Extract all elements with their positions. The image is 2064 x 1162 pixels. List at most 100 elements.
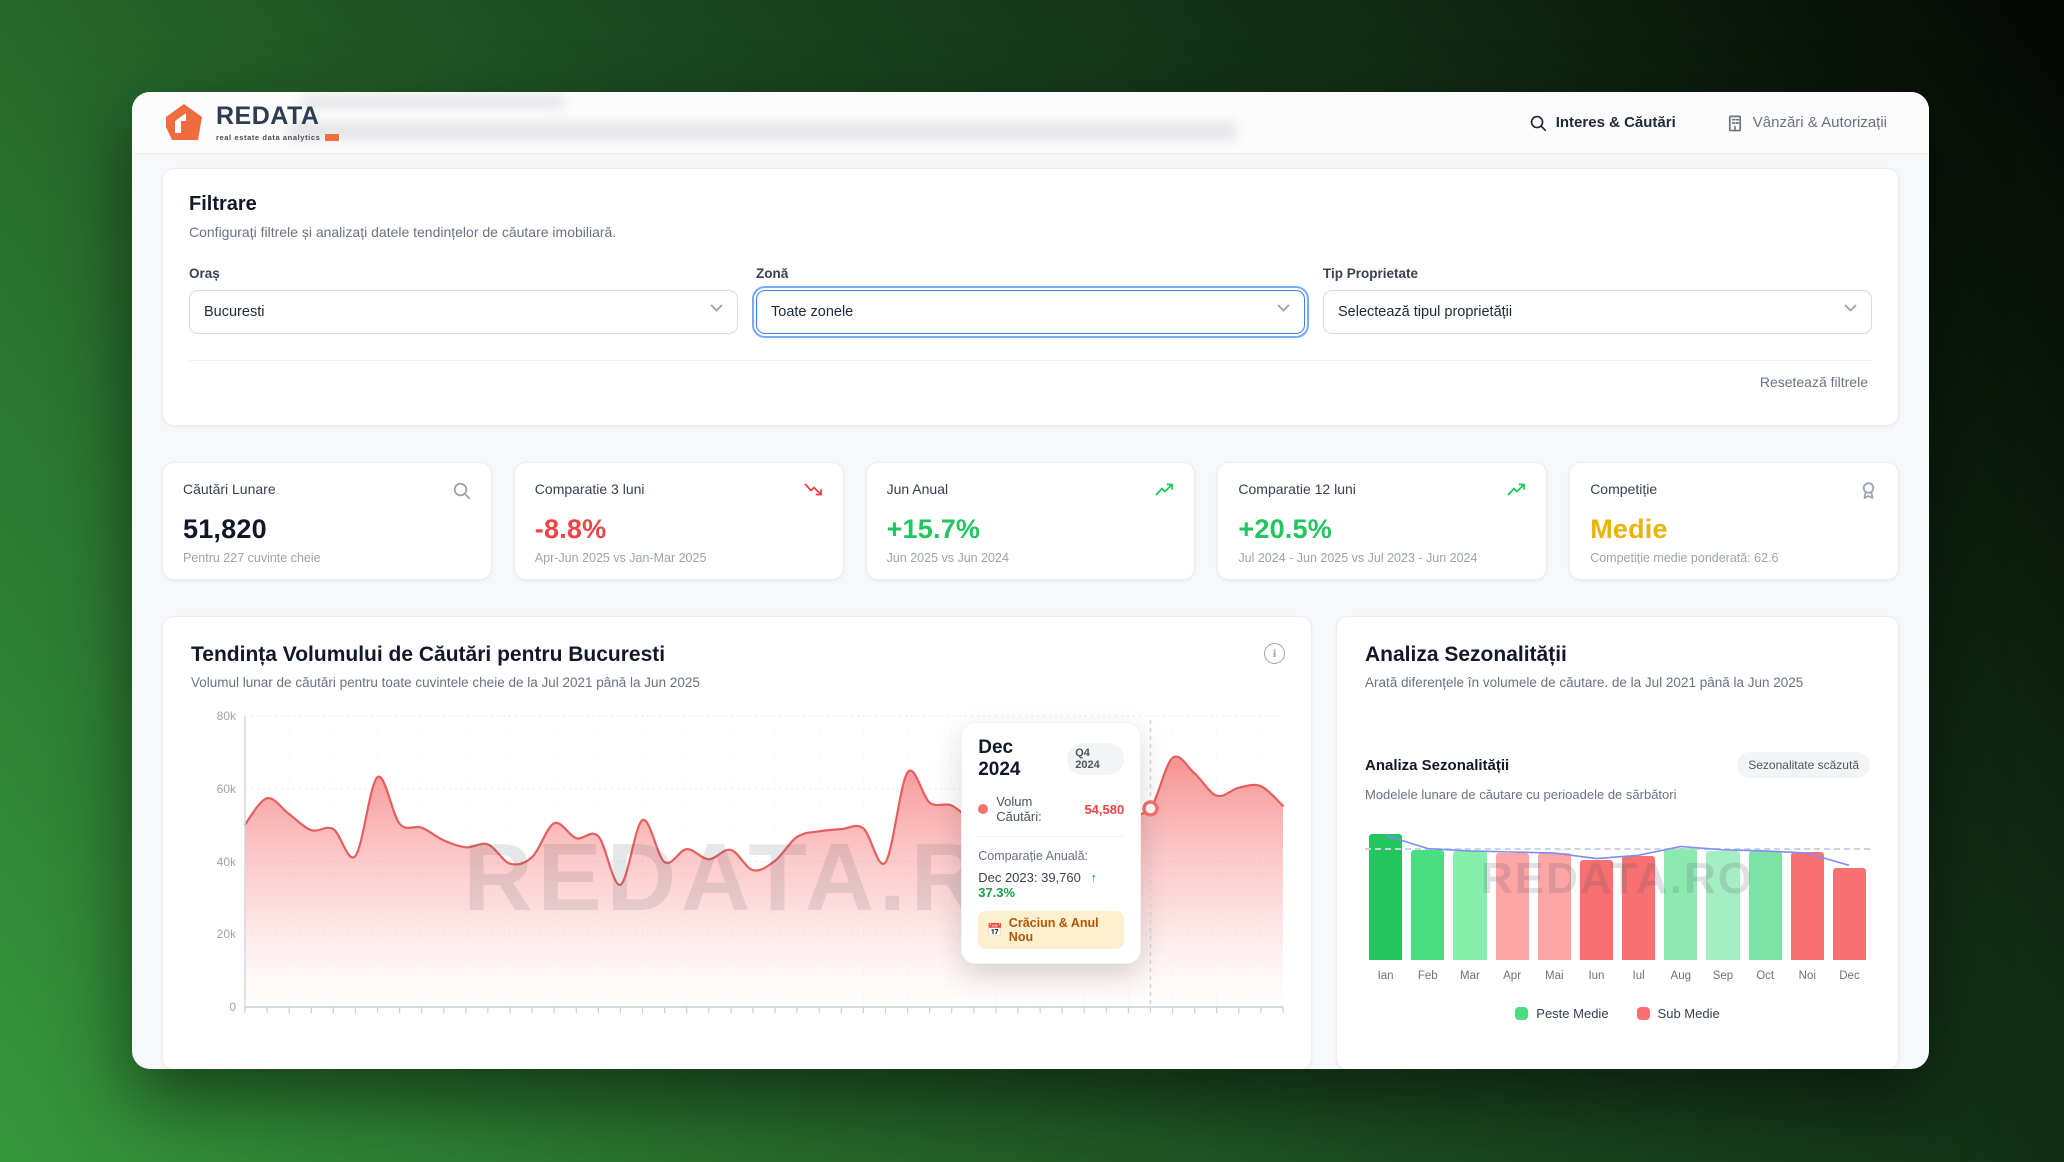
calendar-icon: 📅 (987, 922, 1003, 937)
charts-row: Tendința Volumului de Căutări pentru Buc… (162, 616, 1899, 1069)
month-label: Aug (1670, 970, 1692, 982)
month-label: Feb (1417, 970, 1438, 982)
tooltip-title: Dec 2024 (978, 737, 1021, 780)
month-label: Iul (1632, 970, 1645, 982)
season-bar-iun[interactable] (1579, 859, 1614, 960)
nav-item-interes[interactable]: Interes & Căutări (1529, 114, 1676, 132)
brand-logo[interactable]: REDATA real estate data analytics (162, 101, 340, 145)
season-bar-iul[interactable] (1622, 856, 1656, 960)
month-label: Iun (1588, 970, 1605, 982)
stat-card: Competiție Medie Competiție medie ponderat… (1569, 462, 1899, 580)
filter-field: Zonă Toate zonele (752, 266, 1309, 338)
brand-tagline: real estate data analytics (216, 132, 321, 142)
holiday-badge: 📅 Crăciun & Anul Nou (978, 911, 1125, 949)
filter-fields: Oraș Bucuresti Zonă Toate zonele Tip Proprie… (189, 266, 1872, 338)
seasonality-inner-subtitle: Modelele lunare de căutare cu perioadele… (1365, 787, 1677, 802)
nav-item-vanzari[interactable]: Vânzări & Autorizații (1726, 114, 1887, 132)
select-oraș[interactable]: Bucuresti (189, 290, 738, 334)
brand-name: REDATA (216, 101, 320, 130)
legend-swatch-icon (1636, 1007, 1650, 1020)
season-bar-noi[interactable] (1790, 852, 1824, 960)
trend-up-icon (1507, 483, 1526, 496)
series-dot-icon (978, 804, 989, 814)
stat-card: Comparatie 12 luni +20.5% Jul 2024 - Jun 2… (1217, 462, 1548, 580)
info-icon[interactable]: i (1264, 643, 1285, 664)
reset-filters-link[interactable]: Resetează filtrele (1759, 374, 1868, 390)
legend-item: Peste Medie (1515, 1006, 1609, 1021)
building-icon (1728, 115, 1741, 131)
season-bar-oct[interactable] (1748, 850, 1782, 960)
filter-field: Tip Proprietate Selectează tipul propriet… (1323, 266, 1872, 334)
search-icon (1530, 115, 1546, 131)
seasonality-title: Analiza Sezonalității (1365, 643, 1567, 666)
trend-up-icon (1155, 483, 1174, 496)
season-bar-mai[interactable] (1537, 853, 1571, 960)
y-tick-label: 60k (216, 781, 236, 796)
main-nav: Interes & Căutări Vânzări & Autorizații (1529, 114, 1887, 132)
season-bar-dec[interactable] (1832, 867, 1867, 960)
chevron-down-icon (710, 304, 723, 311)
chevron-down-icon (1277, 304, 1290, 311)
tooltip-compare-delta: ↑ 37.3% (978, 870, 1097, 900)
month-label: Oct (1756, 970, 1775, 982)
stat-subtitle: Apr-Jun 2025 vs Jan-Mar 2025 (534, 551, 707, 565)
stat-value: +15.7% (886, 514, 981, 544)
filter-subtitle: Configurați filtrele și analizați datele… (189, 224, 617, 240)
seasonality-inner-title: Analiza Sezonalității (1365, 756, 1510, 774)
y-tick-label: 20k (216, 927, 236, 942)
select-zonă[interactable]: Toate zonele (752, 286, 1309, 338)
season-bar-aug[interactable] (1664, 847, 1698, 960)
stat-subtitle: Competiție medie ponderată: 62.6 (1590, 551, 1779, 565)
legend-item: Sub Medie (1636, 1006, 1720, 1021)
season-bar-mar[interactable] (1453, 850, 1487, 960)
month-label: Noi (1798, 970, 1816, 982)
redacted-text-blur (287, 121, 1237, 141)
field-label: Tip Proprietate (1323, 266, 1419, 281)
search-icon (453, 482, 470, 500)
page-content: Filtrare Configurați filtrele și analiza… (132, 154, 1929, 1069)
holiday-label: Crăciun & Anul Nou (1008, 916, 1099, 944)
stat-title: Jun Anual (886, 481, 949, 497)
highlight-marker (1142, 800, 1159, 817)
field-label: Oraș (189, 266, 220, 281)
month-label: Apr (1503, 970, 1522, 982)
tooltip-compare-value: Dec 2023: 39,760 (978, 870, 1081, 885)
app-window: REDATA real estate data analytics Intere… (132, 92, 1929, 1069)
award-icon (1862, 482, 1875, 499)
y-tick-label: 0 (229, 1000, 236, 1014)
stat-title: Competiție (1590, 481, 1658, 497)
month-label: Dec (1839, 970, 1860, 982)
month-label: Mar (1460, 970, 1480, 982)
stat-value: -8.8% (534, 514, 607, 544)
season-bar-feb[interactable] (1411, 849, 1445, 960)
field-label: Zonă (756, 266, 789, 281)
app-header: REDATA real estate data analytics Intere… (132, 92, 1929, 154)
seasonality-subtitle: Arată diferențele în volumele de căutare… (1365, 675, 1804, 690)
stat-card: Comparatie 3 luni -8.8% Apr-Jun 2025 vs Ja… (513, 462, 844, 580)
filter-card: Filtrare Configurați filtrele și analiza… (162, 168, 1899, 426)
tooltip-metric-label: Volum Căutări: (996, 794, 1042, 824)
select-tip-proprietate[interactable]: Selectează tipul proprietății (1323, 290, 1872, 334)
season-bar-ian[interactable] (1369, 834, 1403, 960)
stat-subtitle: Jul 2024 - Jun 2025 vs Jul 2023 - Jun 20… (1238, 551, 1478, 565)
trend-plot-area[interactable]: REDATA.RO Dec 2024 Q4 2024 Volum Căutări… (243, 715, 1285, 1016)
chevron-down-icon (1844, 304, 1857, 311)
seasonality-panel: Analiza Sezonalității Arată diferențele … (1336, 616, 1899, 1069)
seasonality-chart[interactable]: REDATA.RO (1365, 830, 1870, 960)
stat-value: 51,820 (183, 514, 267, 544)
seasonality-month-labels: Ian Feb Mar Apr Mai Iun Iul Aug Sep Oct Noi Dec (1365, 970, 1870, 982)
y-tick-label: 40k (216, 854, 236, 869)
trend-title: Tendința Volumului de Căutări pentru Buc… (191, 643, 666, 666)
trend-panel: Tendința Volumului de Căutări pentru Buc… (162, 616, 1312, 1069)
season-bar-sep[interactable] (1706, 850, 1740, 960)
tooltip-compare-heading: Comparație Anuală: (978, 849, 1089, 863)
tooltip-quarter-badge: Q4 2024 (1067, 743, 1125, 775)
stat-card: Căutări Lunare 51,820 Pentru 227 cuvinte c… (162, 462, 492, 580)
y-axis-labels: 80k 60k 40k 20k 0 (191, 709, 245, 1016)
season-bar-apr[interactable] (1495, 853, 1529, 960)
month-label: Sep (1712, 970, 1734, 982)
stat-value: Medie (1590, 514, 1668, 544)
trend-down-icon (804, 483, 822, 496)
stat-subtitle: Pentru 227 cuvinte cheie (183, 551, 321, 565)
tooltip-metric-value: 54,580 (1084, 801, 1125, 817)
